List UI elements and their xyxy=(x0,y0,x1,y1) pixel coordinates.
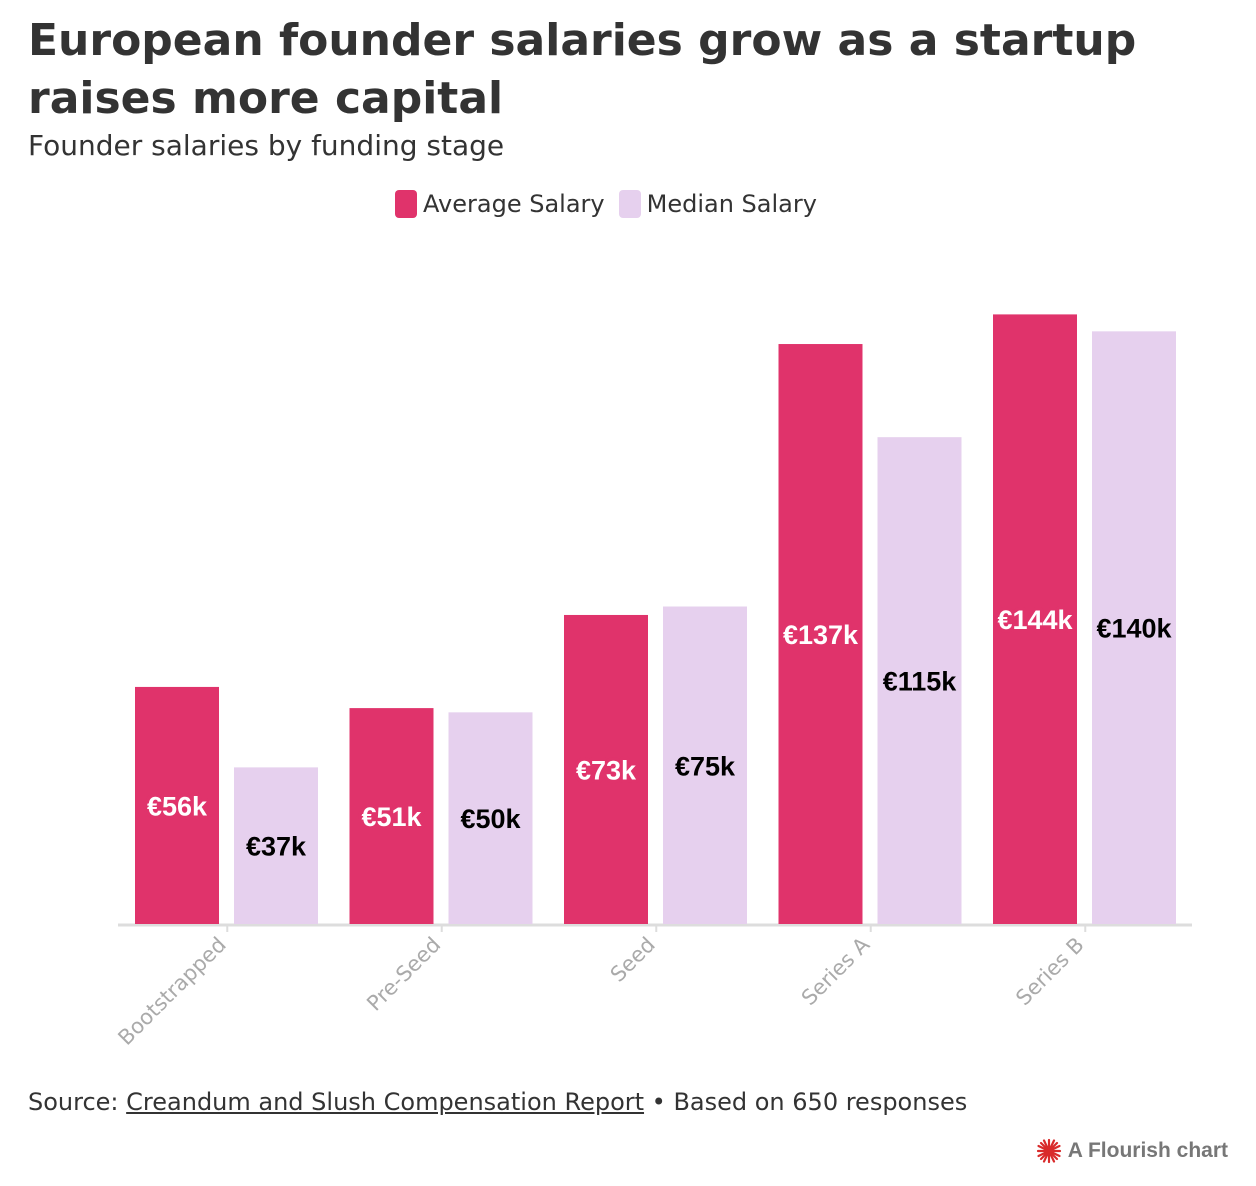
data-label-median-salary-bootstrapped: €37k xyxy=(246,832,307,862)
bar-median-salary-series-a xyxy=(877,437,962,924)
bar-median-salary-pre-seed xyxy=(448,712,533,924)
data-label-average-salary-bootstrapped: €56k xyxy=(147,791,208,821)
legend-swatch-average xyxy=(395,190,418,218)
source-line: Source: Creandum and Slush Compensation … xyxy=(28,1088,967,1116)
source-prefix: Source: xyxy=(28,1088,127,1116)
bar-average-salary-pre-seed xyxy=(349,708,434,924)
data-label-median-salary-series-b: €140k xyxy=(1096,614,1172,644)
bar-median-salary-series-b xyxy=(1092,331,1176,924)
flourish-credit[interactable]: A Flourish chart xyxy=(1036,1138,1228,1164)
bar-median-salary-seed xyxy=(663,606,747,924)
data-label-average-salary-seed: €73k xyxy=(576,755,637,785)
legend-item-median[interactable]: Median Salary xyxy=(618,190,817,218)
source-suffix: • Based on 650 responses xyxy=(644,1088,968,1116)
x-tick-label: Series B xyxy=(1011,933,1089,1011)
x-tick-label: Pre-Seed xyxy=(362,933,445,1016)
bar-average-salary-seed xyxy=(564,614,648,924)
bar-average-salary-series-a xyxy=(778,344,863,924)
bar-chart: €56k €37k Bootstrapped €51k €50k Pre-Seed €73k… xyxy=(113,314,1192,1050)
x-tick-label: Series A xyxy=(797,932,875,1010)
bar-median-salary-bootstrapped xyxy=(234,767,318,924)
legend-label-median: Median Salary xyxy=(646,190,817,218)
legend-label-average: Average Salary xyxy=(423,190,605,218)
x-tick-label: Seed xyxy=(606,933,660,987)
flourish-logo-icon xyxy=(1036,1138,1061,1164)
bar-average-salary-series-b xyxy=(993,314,1077,924)
legend-item-average[interactable]: Average Salary xyxy=(395,190,605,218)
data-label-average-salary-pre-seed: €51k xyxy=(361,802,422,832)
source-link[interactable]: Creandum and Slush Compensation Report xyxy=(126,1088,645,1116)
chart-subtitle: Founder salaries by funding stage xyxy=(28,129,505,162)
data-label-median-salary-seed: €75k xyxy=(675,751,736,781)
data-label-average-salary-series-b: €144k xyxy=(997,605,1073,635)
x-tick-label: Bootstrapped xyxy=(113,933,230,1050)
bar-average-salary-bootstrapped xyxy=(135,686,219,924)
data-label-median-salary-series-a: €115k xyxy=(883,667,958,697)
chart-title: European founder salaries grow as a star… xyxy=(28,15,1137,124)
data-label-average-salary-series-a: €137k xyxy=(783,620,859,650)
credit-text: A Flourish chart xyxy=(1067,1139,1228,1162)
data-label-median-salary-pre-seed: €50k xyxy=(460,804,521,834)
legend: Average Salary Median Salary xyxy=(0,190,1212,218)
legend-swatch-median xyxy=(618,190,641,218)
